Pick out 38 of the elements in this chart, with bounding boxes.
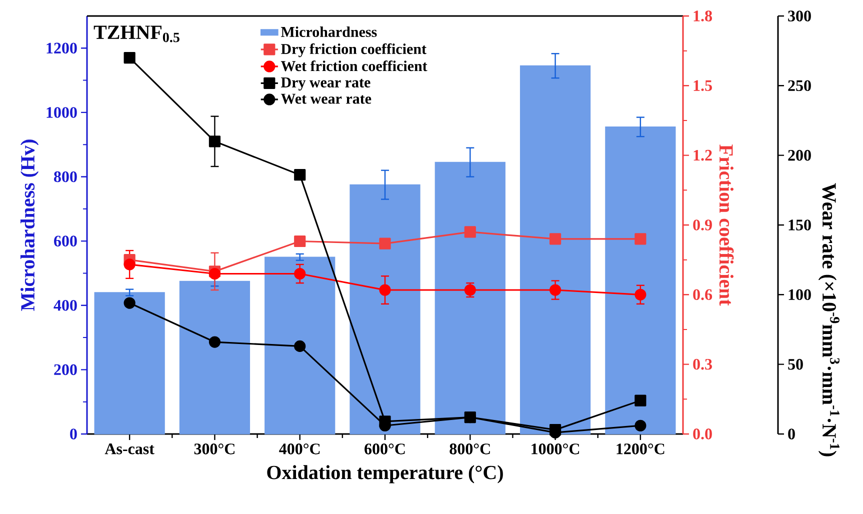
legend-label: Dry wear rate [281, 78, 370, 91]
y-tick-label: 0 [70, 428, 77, 440]
x-tick-label: 800°C [450, 444, 490, 454]
x-tick-label: 600°C [364, 444, 405, 454]
y-tick-label: 1000 [46, 107, 77, 118]
annotation: TZHNF$_{0.5}$ [94, 26, 180, 42]
y3-tick-label: 200 [788, 150, 811, 161]
y-tick-label: 1200 [46, 42, 77, 54]
y3-tick-label: 250 [788, 80, 811, 92]
legend-label: Microhardness [280, 26, 377, 38]
y2-tick-label: 0.6 [693, 289, 712, 300]
y2-tick-label: 0.3 [693, 358, 712, 370]
x-tick-label: 1000°C [532, 444, 580, 454]
y3-tick-label: 150 [788, 220, 811, 230]
x-tick-label: 400°C [279, 444, 320, 454]
x-tick-label: 300°C [194, 444, 234, 454]
legend-label: Wet friction coefficient [280, 60, 428, 72]
y3-tick-label: 300 [788, 10, 811, 22]
y2-tick-label: 1.5 [694, 80, 712, 92]
text: Wear rate (×10$^{-9}$mm$^{3}$·mm$^{-1}$·N$^{-1}$) [818, 183, 840, 456]
y2-tick-label: 0.0 [693, 428, 712, 440]
y-tick-label: 400 [54, 300, 77, 311]
legend-label: Dry friction coefficient [281, 43, 426, 58]
y3-tick-label: 0 [788, 428, 795, 440]
y2-tick-label: 0.9 [693, 220, 712, 230]
y2-tick-label: 1.8 [694, 10, 712, 22]
y3-tick-label: 50 [788, 358, 803, 370]
x-tick-label: As-cast [104, 444, 154, 454]
y-axis-title: Microhardness (Hv) [20, 140, 39, 311]
y-tick-label: 800 [54, 171, 77, 182]
y2-axis-title: Friction coefficient [719, 144, 734, 306]
y-tick-label: 200 [54, 364, 77, 376]
x-axis-title: Oxidation temperature (°C) [267, 465, 503, 484]
legend-label: Wet wear rate [280, 94, 372, 104]
x-tick-label: 1200°C [616, 444, 664, 454]
y3-tick-label: 100 [788, 289, 811, 300]
y-tick-label: 600 [54, 236, 77, 246]
y2-tick-label: 1.2 [694, 150, 712, 161]
